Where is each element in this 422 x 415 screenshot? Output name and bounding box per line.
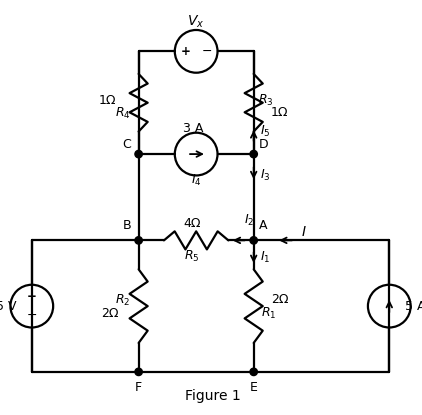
- Text: $R_1$: $R_1$: [261, 306, 276, 321]
- Text: $I$: $I$: [301, 225, 307, 239]
- Text: A: A: [259, 219, 267, 232]
- Text: +: +: [27, 290, 37, 303]
- Text: $V_x$: $V_x$: [187, 14, 205, 30]
- Text: F: F: [135, 381, 142, 394]
- Text: $I_1$: $I_1$: [260, 250, 271, 265]
- Text: E: E: [250, 381, 257, 394]
- Text: $R_5$: $R_5$: [184, 249, 200, 264]
- Text: 4Ω: 4Ω: [183, 217, 201, 230]
- Text: 5 A: 5 A: [405, 300, 422, 312]
- Text: 5 V: 5 V: [0, 300, 16, 312]
- Circle shape: [135, 368, 142, 376]
- Text: +: +: [181, 45, 191, 58]
- Text: −: −: [27, 309, 37, 322]
- Text: B: B: [123, 219, 131, 232]
- Text: $R_4$: $R_4$: [115, 105, 130, 120]
- Text: 2Ω: 2Ω: [271, 293, 289, 306]
- Text: $I_2$: $I_2$: [244, 213, 255, 228]
- Text: $I_4$: $I_4$: [191, 173, 201, 188]
- Text: $R_3$: $R_3$: [258, 93, 273, 108]
- Circle shape: [250, 150, 257, 158]
- Text: Figure 1: Figure 1: [185, 389, 241, 403]
- Circle shape: [135, 237, 142, 244]
- Text: 1Ω: 1Ω: [98, 94, 116, 107]
- Text: $R_2$: $R_2$: [115, 293, 130, 308]
- Text: $I_3$: $I_3$: [260, 168, 271, 183]
- Text: 1Ω: 1Ω: [271, 107, 289, 120]
- Text: D: D: [259, 138, 268, 151]
- Circle shape: [250, 237, 257, 244]
- Text: 2Ω: 2Ω: [101, 307, 119, 320]
- Text: $I_5$: $I_5$: [260, 124, 271, 139]
- Circle shape: [250, 368, 257, 376]
- Circle shape: [135, 150, 142, 158]
- Text: 3 A: 3 A: [183, 122, 203, 135]
- Text: C: C: [122, 138, 131, 151]
- Text: −: −: [202, 45, 213, 58]
